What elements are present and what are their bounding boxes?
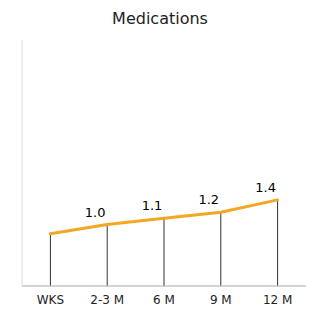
drop-line	[277, 200, 278, 286]
chart-container: Medications WKS 2-3 M 6 M 9 M 12 M 1.0 1.1 1.2 1.…	[0, 0, 320, 320]
drop-line	[164, 218, 165, 286]
y-axis-line	[22, 40, 23, 286]
data-label: 1.1	[142, 198, 163, 213]
marks	[50, 200, 277, 286]
x-tick-label: 12 M	[263, 293, 292, 307]
x-tick-label: WKS	[37, 293, 64, 307]
drop-line	[107, 225, 108, 287]
data-label: 1.0	[85, 205, 106, 220]
data-label: 1.4	[255, 180, 276, 195]
x-tick-label: 6 M	[153, 293, 175, 307]
x-tick-label: 2-3 M	[90, 293, 124, 307]
drop-line	[50, 234, 51, 286]
data-label: 1.2	[198, 192, 219, 207]
line	[50, 200, 277, 234]
x-tick-label: 9 M	[210, 293, 232, 307]
chart-svg: Medications WKS 2-3 M 6 M 9 M 12 M 1.0 1.1 1.2 1.…	[0, 0, 320, 320]
title: Medications	[112, 9, 208, 28]
drop-line	[220, 212, 221, 286]
x-axis-line	[22, 286, 306, 287]
